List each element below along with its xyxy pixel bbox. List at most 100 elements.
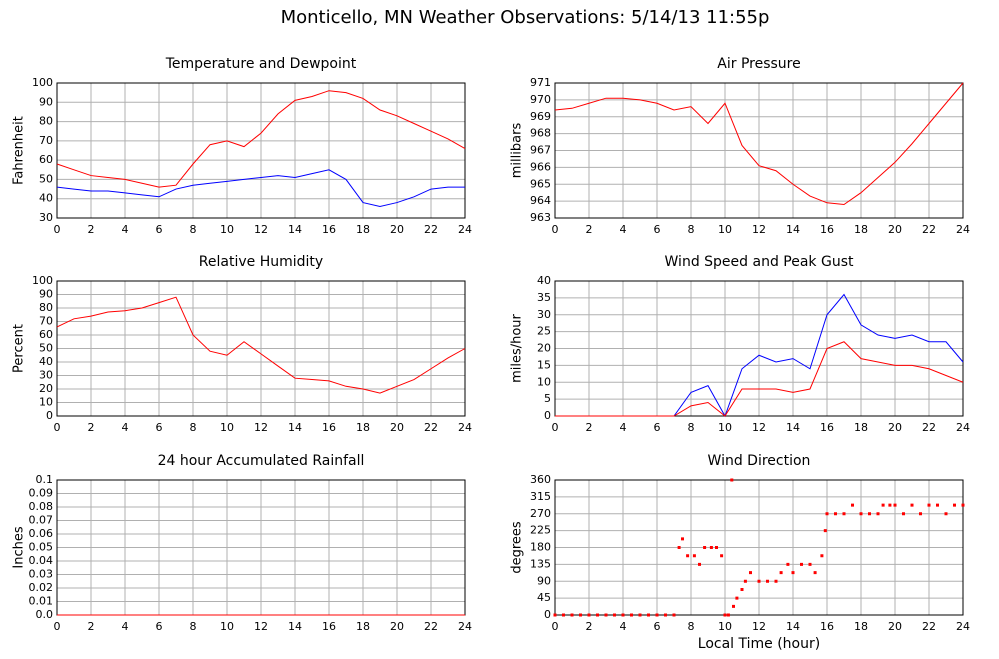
x-tick-label: 24 [458,620,472,633]
x-tick-label: 16 [820,620,834,633]
x-tick-label: 8 [688,223,695,236]
y-tick-label: 0.01 [29,595,54,608]
data-point [570,613,574,617]
y-tick-label: 15 [537,358,551,371]
x-tick-label: 8 [688,421,695,434]
x-tick-label: 20 [390,421,404,434]
x-tick-label: 4 [122,620,129,633]
x-tick-label: 22 [424,223,438,236]
x-tick-label: 24 [458,223,472,236]
x-tick-label: 12 [752,620,766,633]
y-tick-label: 0.04 [29,554,54,567]
x-tick-label: 14 [288,421,302,434]
y-tick-label: 10 [537,375,551,388]
x-tick-label: 2 [586,620,593,633]
y-tick-label: 967 [530,144,551,157]
data-point [766,579,769,583]
chart-title: Wind Direction [708,453,811,469]
y-tick-label: 270 [530,507,551,520]
data-point [647,613,650,617]
y-tick-label: 35 [537,291,551,304]
x-tick-label: 16 [820,421,834,434]
data-point [613,613,616,617]
x-tick-label: 20 [888,223,902,236]
data-point [820,554,824,558]
x-tick-label: 22 [424,421,438,434]
data-point [703,546,707,549]
y-axis-label: degrees [510,521,525,574]
plot-frame [56,82,466,219]
x-tick-label: 22 [922,421,936,434]
data-point [834,512,837,516]
x-tick-label: 20 [888,421,902,434]
plot-frame [554,82,964,219]
y-tick-label: 20 [39,382,53,395]
x-tick-label: 8 [190,421,197,434]
data-point [730,478,734,482]
data-point [686,554,690,558]
x-tick-label: 4 [620,421,627,434]
data-point [562,613,565,617]
x-tick-label: 10 [718,421,732,434]
x-tick-label: 6 [654,620,661,633]
chart-title: 24 hour Accumulated Rainfall [158,453,365,469]
data-point [888,503,892,507]
y-tick-label: 0.0 [36,608,54,621]
y-tick-label: 968 [530,127,551,140]
x-tick-label: 0 [552,620,559,633]
y-tick-label: 0.02 [29,581,54,594]
x-tick-label: 8 [688,620,695,633]
x-tick-label: 6 [654,223,661,236]
data-point [709,546,713,549]
x-tick-label: 2 [88,620,95,633]
data-point [808,562,812,566]
x-tick-label: 6 [156,421,163,434]
x-tick-label: 16 [322,421,336,434]
x-tick-label: 18 [854,223,868,236]
y-axis-label: millibars [510,123,525,179]
x-tick-label: 0 [552,223,559,236]
y-tick-label: 0 [46,409,53,422]
y-axis-label: Fahrenheit [12,116,27,185]
x-tick-label: 0 [552,421,559,434]
data-point [587,613,591,617]
data-point [672,613,676,617]
y-tick-label: 0.06 [29,527,54,540]
y-tick-label: 964 [530,194,551,207]
y-tick-label: 40 [39,192,53,205]
x-tick-label: 10 [718,223,732,236]
data-point [630,613,633,617]
x-tick-label: 2 [586,421,593,434]
x-tick-label: 12 [254,223,268,236]
x-tick-label: 4 [122,421,129,434]
y-tick-label: 90 [537,574,551,587]
y-tick-label: 0.08 [29,500,54,513]
data-point [893,503,897,507]
y-tick-label: 0 [544,409,551,422]
x-tick-label: 24 [458,421,472,434]
x-tick-label: 14 [786,223,800,236]
x-tick-label: 16 [820,223,834,236]
data-point [735,596,739,600]
y-tick-label: 60 [39,328,53,341]
data-point [723,613,727,617]
x-tick-label: 20 [888,620,902,633]
y-tick-label: 20 [537,342,551,355]
y-tick-label: 315 [530,490,551,503]
y-tick-label: 969 [530,110,551,123]
y-axis-label: Inches [12,526,27,568]
y-tick-label: 60 [39,153,53,166]
data-line [56,169,465,207]
x-tick-label: 6 [156,620,163,633]
data-line [554,82,964,206]
plot-frame [554,280,964,417]
y-tick-label: 5 [544,392,551,405]
y-tick-label: 100 [32,76,53,89]
y-tick-label: 70 [39,315,53,328]
data-point [579,613,582,617]
y-tick-label: 90 [39,95,53,108]
x-tick-label: 14 [786,620,800,633]
x-tick-label: 14 [786,421,800,434]
data-point [732,604,735,608]
y-tick-label: 10 [39,396,53,409]
